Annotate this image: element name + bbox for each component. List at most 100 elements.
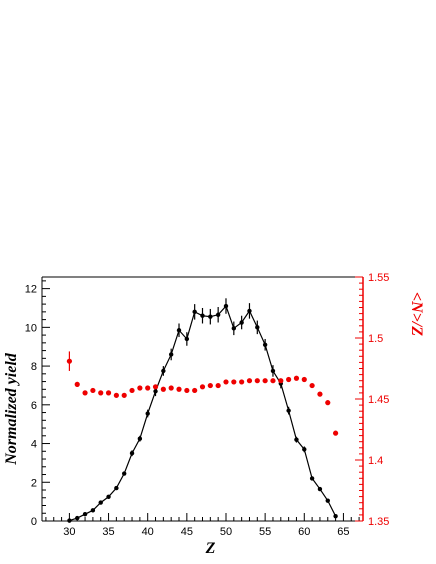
data-point bbox=[262, 342, 268, 347]
data-point bbox=[82, 512, 88, 517]
data-point bbox=[223, 303, 229, 309]
y-tick-label: 4 bbox=[31, 439, 37, 451]
data-point bbox=[98, 390, 104, 396]
y-tick-label: 12 bbox=[25, 284, 37, 296]
right-y-axis-title: <N>/Z bbox=[408, 292, 425, 336]
data-point bbox=[106, 494, 111, 499]
series-line bbox=[69, 304, 337, 522]
data-point bbox=[75, 515, 80, 521]
data-point bbox=[161, 368, 166, 374]
data-point bbox=[168, 385, 174, 391]
data-point bbox=[129, 451, 135, 456]
data-point bbox=[137, 385, 143, 391]
data-point bbox=[129, 387, 135, 394]
x-tick-label: 30 bbox=[63, 526, 75, 538]
data-point bbox=[223, 379, 229, 385]
y2-tick-label: 1.5 bbox=[368, 333, 383, 345]
data-point bbox=[82, 390, 88, 396]
data-point bbox=[145, 385, 151, 391]
data-point bbox=[254, 378, 260, 384]
data-point bbox=[317, 486, 323, 492]
data-point bbox=[152, 384, 159, 390]
data-point bbox=[184, 336, 190, 342]
left-y-axis-title: Normalized yield bbox=[3, 352, 20, 466]
y2-tick-label: 1.55 bbox=[368, 272, 389, 284]
x-tick-label: 55 bbox=[259, 526, 271, 538]
y-tick-label: 2 bbox=[31, 477, 37, 489]
data-point bbox=[67, 518, 72, 523]
x-tick-label: 35 bbox=[102, 526, 114, 538]
data-point bbox=[90, 387, 96, 394]
data-point bbox=[246, 378, 253, 384]
neutron-ratio-series bbox=[66, 351, 339, 436]
data-point bbox=[122, 471, 127, 476]
data-point bbox=[105, 390, 112, 396]
data-point bbox=[121, 392, 127, 398]
data-point bbox=[278, 378, 284, 384]
data-point bbox=[215, 312, 221, 317]
data-point bbox=[231, 326, 237, 331]
data-point bbox=[184, 387, 190, 394]
data-point bbox=[309, 382, 315, 389]
x-axis-title: Z bbox=[205, 540, 216, 557]
y-tick-label: 6 bbox=[31, 400, 37, 412]
data-point bbox=[145, 411, 150, 416]
data-point bbox=[200, 313, 205, 318]
x-tick-label: 50 bbox=[220, 526, 232, 538]
x-tick-label: 40 bbox=[142, 526, 154, 538]
data-point bbox=[286, 376, 292, 383]
x-tick-label: 60 bbox=[298, 526, 310, 538]
data-point bbox=[270, 368, 276, 374]
data-point bbox=[207, 382, 213, 389]
data-point bbox=[199, 384, 206, 390]
yield-series bbox=[67, 298, 338, 523]
data-point bbox=[325, 400, 331, 406]
data-point bbox=[98, 500, 103, 505]
data-point bbox=[113, 392, 119, 398]
x-axis: 30 35 40 45 50 55 60 65 bbox=[45, 513, 360, 538]
right-y-axis: 1.35 1.4 1.45 1.5 1.55 bbox=[355, 272, 389, 528]
data-point bbox=[262, 378, 268, 384]
data-point bbox=[286, 408, 291, 413]
data-point bbox=[160, 386, 166, 392]
y2-tick-label: 1.45 bbox=[368, 394, 389, 406]
data-point bbox=[325, 498, 330, 503]
data-point bbox=[255, 325, 260, 330]
y2-tick-label: 1.35 bbox=[368, 516, 389, 528]
data-point bbox=[332, 430, 339, 436]
data-point bbox=[302, 447, 307, 452]
data-point bbox=[333, 513, 338, 519]
data-point bbox=[137, 436, 143, 441]
data-point bbox=[192, 387, 198, 394]
left-y-axis: 0 2 4 6 8 10 12 bbox=[25, 280, 50, 528]
data-point bbox=[294, 437, 299, 442]
data-point bbox=[317, 391, 323, 397]
x-tick-label: 65 bbox=[337, 526, 349, 538]
data-point bbox=[176, 386, 182, 392]
data-point bbox=[270, 378, 276, 384]
data-point bbox=[168, 352, 174, 357]
data-point bbox=[215, 382, 221, 389]
data-point bbox=[192, 309, 197, 315]
y-tick-label: 10 bbox=[25, 322, 37, 334]
data-point bbox=[239, 379, 245, 385]
data-point bbox=[90, 508, 96, 513]
y2-tick-label: 1.4 bbox=[368, 455, 383, 467]
x-tick-label: 45 bbox=[181, 526, 193, 538]
data-point bbox=[74, 381, 80, 387]
data-series bbox=[66, 298, 339, 523]
data-point bbox=[239, 320, 244, 325]
data-point bbox=[293, 375, 300, 381]
data-point bbox=[208, 314, 213, 319]
y-tick-label: 8 bbox=[31, 361, 37, 373]
data-point bbox=[247, 308, 252, 314]
data-point bbox=[231, 379, 237, 385]
data-point bbox=[309, 476, 315, 481]
data-point bbox=[176, 328, 182, 333]
data-point bbox=[114, 485, 119, 491]
data-point bbox=[301, 376, 307, 383]
data-point bbox=[66, 358, 73, 364]
data-point bbox=[153, 389, 158, 394]
y-tick-label: 0 bbox=[31, 516, 37, 528]
